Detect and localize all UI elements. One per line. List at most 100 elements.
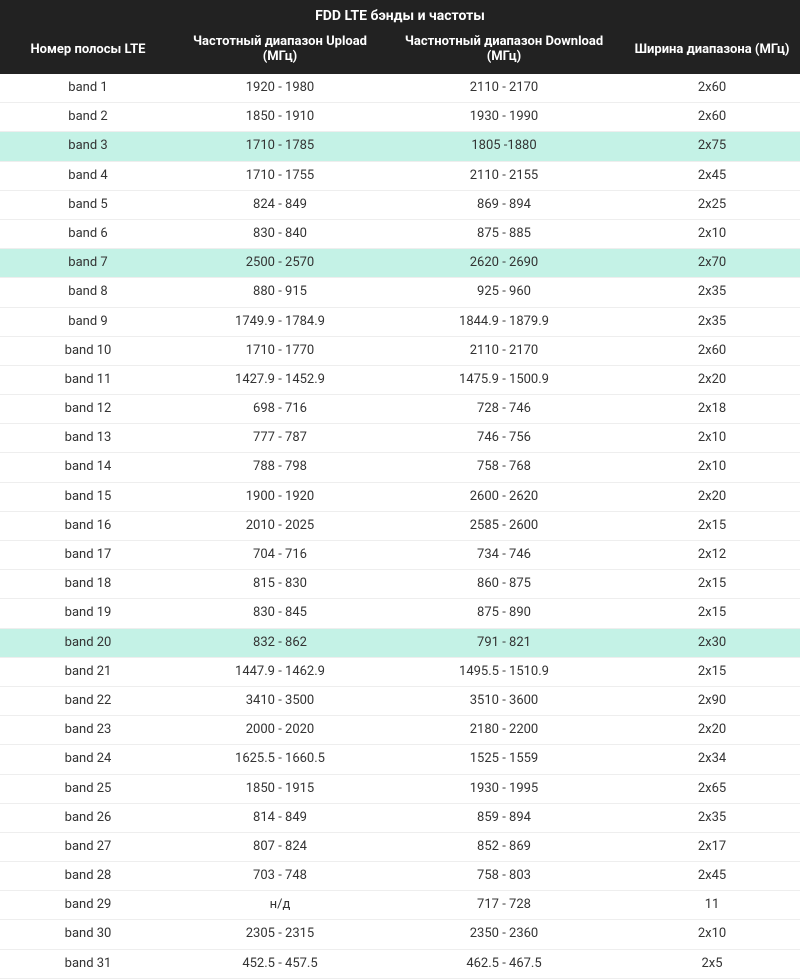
col-head-download: Частнотный диапазон Download (МГц) bbox=[384, 28, 624, 74]
cell-upload: 3410 - 3500 bbox=[176, 686, 384, 715]
cell-band: band 24 bbox=[0, 745, 176, 774]
cell-upload: 880 - 915 bbox=[176, 278, 384, 307]
cell-band: band 9 bbox=[0, 307, 176, 336]
table-row: band 11920 - 19802110 - 21702x60 bbox=[0, 74, 800, 103]
cell-download: 2110 - 2155 bbox=[384, 161, 624, 190]
table-title: FDD LTE бэнды и частоты bbox=[0, 0, 800, 28]
cell-band: band 10 bbox=[0, 336, 176, 365]
cell-width: 2x45 bbox=[624, 161, 800, 190]
cell-upload: 1427.9 - 1452.9 bbox=[176, 365, 384, 394]
table-row: band 91749.9 - 1784.91844.9 - 1879.92x35 bbox=[0, 307, 800, 336]
table-row: band 31452.5 - 457.5462.5 - 467.52x5 bbox=[0, 949, 800, 978]
cell-upload: 2000 - 2020 bbox=[176, 716, 384, 745]
cell-band: band 30 bbox=[0, 920, 176, 949]
cell-download: 2110 - 2170 bbox=[384, 336, 624, 365]
cell-download: 1805 -1880 bbox=[384, 132, 624, 161]
cell-upload: 1850 - 1910 bbox=[176, 103, 384, 132]
cell-width: 2x15 bbox=[624, 511, 800, 540]
cell-upload: 830 - 845 bbox=[176, 599, 384, 628]
col-head-band: Номер полосы LTE bbox=[0, 28, 176, 74]
cell-upload: 814 - 849 bbox=[176, 803, 384, 832]
cell-upload: 832 - 862 bbox=[176, 628, 384, 657]
cell-width: 2x12 bbox=[624, 541, 800, 570]
cell-band: band 15 bbox=[0, 482, 176, 511]
table-row: band 20832 - 862791 - 8212x30 bbox=[0, 628, 800, 657]
cell-width: 2x60 bbox=[624, 103, 800, 132]
cell-band: band 12 bbox=[0, 395, 176, 424]
cell-band: band 27 bbox=[0, 832, 176, 861]
cell-download: 3510 - 3600 bbox=[384, 686, 624, 715]
cell-upload: 1625.5 - 1660.5 bbox=[176, 745, 384, 774]
table-row: band 29н/д717 - 72811 bbox=[0, 891, 800, 920]
cell-width: 2x60 bbox=[624, 336, 800, 365]
table-row: band 151900 - 19202600 - 26202x20 bbox=[0, 482, 800, 511]
col-head-width: Ширина диапазона (МГц) bbox=[624, 28, 800, 74]
cell-download: 1930 - 1995 bbox=[384, 774, 624, 803]
cell-width: 2x65 bbox=[624, 774, 800, 803]
cell-width: 2x17 bbox=[624, 832, 800, 861]
cell-upload: 815 - 830 bbox=[176, 570, 384, 599]
cell-upload: 1749.9 - 1784.9 bbox=[176, 307, 384, 336]
table-row: band 28703 - 748758 - 8032x45 bbox=[0, 862, 800, 891]
table-row: band 27807 - 824852 - 8692x17 bbox=[0, 832, 800, 861]
table-row: band 12698 - 716728 - 7462x18 bbox=[0, 395, 800, 424]
cell-download: 791 - 821 bbox=[384, 628, 624, 657]
cell-band: band 13 bbox=[0, 424, 176, 453]
cell-download: 2600 - 2620 bbox=[384, 482, 624, 511]
cell-download: 2110 - 2170 bbox=[384, 74, 624, 103]
cell-width: 2x5 bbox=[624, 949, 800, 978]
cell-width: 2x10 bbox=[624, 453, 800, 482]
table-body: band 11920 - 19802110 - 21702x60band 218… bbox=[0, 74, 800, 978]
table-row: band 14788 - 798758 - 7682x10 bbox=[0, 453, 800, 482]
cell-upload: 1900 - 1920 bbox=[176, 482, 384, 511]
cell-band: band 21 bbox=[0, 657, 176, 686]
cell-upload: 698 - 716 bbox=[176, 395, 384, 424]
cell-download: 746 - 756 bbox=[384, 424, 624, 453]
cell-download: 925 - 960 bbox=[384, 278, 624, 307]
cell-band: band 29 bbox=[0, 891, 176, 920]
table-row: band 17704 - 716734 - 7462x12 bbox=[0, 541, 800, 570]
cell-upload: 1710 - 1770 bbox=[176, 336, 384, 365]
cell-width: 2x35 bbox=[624, 278, 800, 307]
cell-band: band 6 bbox=[0, 219, 176, 248]
cell-band: band 20 bbox=[0, 628, 176, 657]
cell-download: 728 - 746 bbox=[384, 395, 624, 424]
cell-width: 2x18 bbox=[624, 395, 800, 424]
cell-download: 875 - 890 bbox=[384, 599, 624, 628]
cell-width: 2x90 bbox=[624, 686, 800, 715]
table-row: band 18815 - 830860 - 8752x15 bbox=[0, 570, 800, 599]
cell-width: 2x20 bbox=[624, 365, 800, 394]
cell-download: 852 - 869 bbox=[384, 832, 624, 861]
table-row: band 26814 - 849859 - 8942x35 bbox=[0, 803, 800, 832]
table-row: band 211447.9 - 1462.91495.5 - 1510.92x1… bbox=[0, 657, 800, 686]
cell-download: 875 - 885 bbox=[384, 219, 624, 248]
cell-download: 758 - 803 bbox=[384, 862, 624, 891]
cell-width: 2x35 bbox=[624, 803, 800, 832]
cell-width: 2x25 bbox=[624, 190, 800, 219]
cell-width: 2x10 bbox=[624, 219, 800, 248]
cell-band: band 26 bbox=[0, 803, 176, 832]
cell-width: 2x35 bbox=[624, 307, 800, 336]
table-row: band 241625.5 - 1660.51525 - 15592x34 bbox=[0, 745, 800, 774]
table-row: band 101710 - 17702110 - 21702x60 bbox=[0, 336, 800, 365]
cell-band: band 31 bbox=[0, 949, 176, 978]
cell-band: band 8 bbox=[0, 278, 176, 307]
cell-width: 11 bbox=[624, 891, 800, 920]
cell-upload: 824 - 849 bbox=[176, 190, 384, 219]
cell-upload: 788 - 798 bbox=[176, 453, 384, 482]
cell-upload: 704 - 716 bbox=[176, 541, 384, 570]
cell-width: 2x34 bbox=[624, 745, 800, 774]
cell-width: 2x15 bbox=[624, 599, 800, 628]
cell-band: band 11 bbox=[0, 365, 176, 394]
table-row: band 223410 - 35003510 - 36002x90 bbox=[0, 686, 800, 715]
cell-band: band 7 bbox=[0, 249, 176, 278]
table-row: band 13777 - 787746 - 7562x10 bbox=[0, 424, 800, 453]
cell-band: band 28 bbox=[0, 862, 176, 891]
cell-download: 734 - 746 bbox=[384, 541, 624, 570]
cell-band: band 16 bbox=[0, 511, 176, 540]
cell-download: 1525 - 1559 bbox=[384, 745, 624, 774]
cell-width: 2x10 bbox=[624, 424, 800, 453]
cell-upload: 2305 - 2315 bbox=[176, 920, 384, 949]
cell-band: band 17 bbox=[0, 541, 176, 570]
cell-width: 2x60 bbox=[624, 74, 800, 103]
